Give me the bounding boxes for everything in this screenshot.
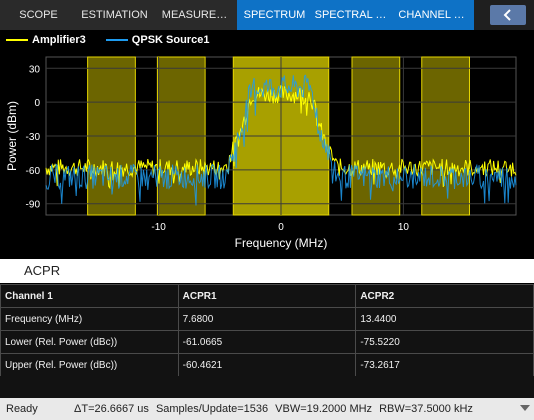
x-tick-label: 0 xyxy=(278,222,284,233)
x-tick-label: 10 xyxy=(398,222,410,233)
y-tick-label: 0 xyxy=(34,98,40,109)
tab-spectrum[interactable]: SPECTRUM xyxy=(237,0,312,30)
legend-item-amplifier3[interactable]: Amplifier3 xyxy=(6,34,86,46)
table-row: Upper (Rel. Power (dBc)) -60.4621 -73.26… xyxy=(0,353,534,377)
toolstrip-tabs: SCOPE ESTIMATION MEASURE… SPECTRUM SPECT… xyxy=(0,0,534,30)
acpr1-value: -60.4621 xyxy=(177,353,357,377)
tab-measurements[interactable]: MEASURE… xyxy=(152,0,237,30)
toolstrip-spacer xyxy=(474,0,534,30)
row-label: Frequency (MHz) xyxy=(0,307,179,331)
status-samples-per-update: Samples/Update=1536 xyxy=(155,403,269,415)
acpr-header-row: Channel 1 ACPR1 ACPR2 xyxy=(0,284,534,308)
acpr2-value: 13.4400 xyxy=(355,307,534,331)
acpr2-value: -75.5220 xyxy=(355,330,534,354)
legend-label: QPSK Source1 xyxy=(131,34,210,46)
y-tick-label: -90 xyxy=(26,200,41,211)
status-ready: Ready xyxy=(6,403,38,415)
x-tick-label: -10 xyxy=(151,222,166,233)
acpr-header-channel: Channel 1 xyxy=(0,284,179,308)
acpr-panel-empty-area xyxy=(0,376,534,398)
legend-swatch-amplifier3 xyxy=(6,39,28,41)
spectrum-plot[interactable]: 30 0 -30 -60 -90 -10 0 10 Frequency (MHz) Powe… xyxy=(0,50,534,256)
y-tick-label: -60 xyxy=(26,166,41,177)
acpr2-value: -73.2617 xyxy=(355,353,534,377)
tab-spectral-mask[interactable]: SPECTRAL … xyxy=(312,0,389,30)
table-row: Frequency (MHz) 7.6800 13.4400 xyxy=(0,307,534,331)
status-rbw: RBW=37.5000 kHz xyxy=(379,403,473,415)
row-label: Upper (Rel. Power (dBc)) xyxy=(0,353,179,377)
acpr1-value: -61.0665 xyxy=(177,330,357,354)
tab-scope[interactable]: SCOPE xyxy=(0,0,77,30)
x-axis-label: Frequency (MHz) xyxy=(235,236,328,250)
status-bar: Ready ΔT=26.6667 us Samples/Update=1536 … xyxy=(0,398,534,420)
acpr-header-acpr1: ACPR1 xyxy=(177,284,357,308)
row-label: Lower (Rel. Power (dBc)) xyxy=(0,330,179,354)
spectrum-svg: 30 0 -30 -60 -90 -10 0 10 Frequency (MHz) Powe… xyxy=(5,56,517,250)
legend: Amplifier3 QPSK Source1 xyxy=(0,30,534,50)
legend-swatch-qpsk-source1 xyxy=(105,39,128,41)
tab-estimation[interactable]: ESTIMATION xyxy=(77,0,152,30)
y-axis-label: Power (dBm) xyxy=(5,101,19,171)
acpr-header-acpr2: ACPR2 xyxy=(355,284,534,308)
table-row: Lower (Rel. Power (dBc)) -61.0665 -75.52… xyxy=(0,330,534,354)
status-delta-t: ΔT=26.6667 us xyxy=(74,403,149,415)
legend-item-qpsk-source1[interactable]: QPSK Source1 xyxy=(105,34,210,46)
series-line-amplifier3 xyxy=(45,85,517,190)
acpr-panel-title: ACPR xyxy=(0,259,534,283)
acpr1-value: 7.6800 xyxy=(177,307,357,331)
chevron-down-icon[interactable] xyxy=(520,405,530,411)
status-vbw: VBW=19.2000 MHz xyxy=(275,403,373,415)
tab-channel-measurements[interactable]: CHANNEL … xyxy=(389,0,474,30)
y-tick-label: -30 xyxy=(26,132,41,143)
chevron-left-icon xyxy=(503,9,511,21)
series-line-qpsk-source1 xyxy=(45,74,517,206)
acpr-table: Channel 1 ACPR1 ACPR2 Frequency (MHz) 7.… xyxy=(0,284,534,377)
legend-label: Amplifier3 xyxy=(32,34,86,46)
y-tick-label: 30 xyxy=(29,64,41,75)
collapse-toolstrip-button[interactable] xyxy=(490,5,526,25)
